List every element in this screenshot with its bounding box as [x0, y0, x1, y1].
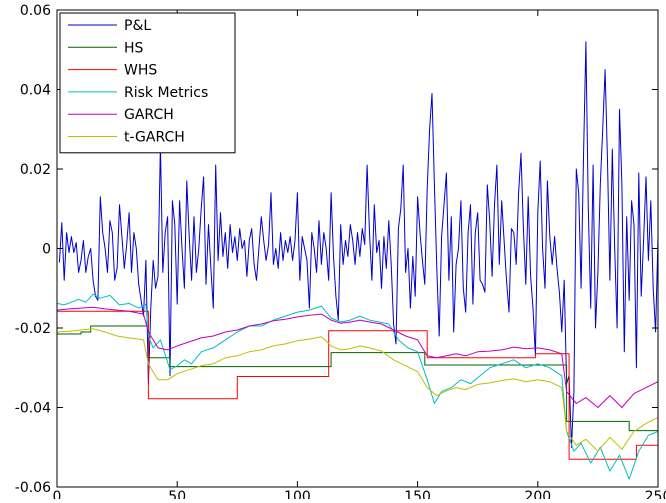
y-tick-label: 0.06: [20, 3, 51, 19]
legend-label: P&L: [124, 18, 151, 34]
series-line-garch: [57, 306, 658, 408]
legend-label: HS: [124, 40, 144, 56]
series-line-p-l: [58, 41, 658, 448]
y-tick-label: -0.04: [15, 401, 51, 417]
x-tick-label: 150: [404, 489, 431, 499]
series-line-hs: [57, 325, 658, 432]
y-tick-label: 0.04: [20, 83, 51, 99]
series-line-t-garch: [57, 328, 658, 452]
axes: 0 50 100 150 200 250 -0.06 -0.04 -0.02 0 0.02 0.04 0…: [15, 3, 666, 503]
legend-label: GARCH: [124, 107, 174, 123]
legend-label: Risk Metrics: [124, 85, 208, 101]
y-tick-label: -0.02: [15, 321, 51, 337]
x-tick-label: 200: [524, 489, 551, 499]
y-tick-label: -0.06: [15, 480, 51, 496]
legend-label: t-GARCH: [124, 130, 185, 146]
legend: P&L HS WHS Risk Metrics GARCH t-GARCH: [59, 12, 236, 154]
x-tick-label: 0: [53, 489, 62, 499]
x-tick-label: 250: [645, 489, 666, 499]
y-tick-label: 0: [42, 242, 51, 258]
y-tick-label: 0.02: [20, 162, 51, 178]
series-line-risk-metrics: [57, 293, 658, 480]
legend-label: WHS: [124, 63, 157, 79]
x-tick-label: 100: [284, 489, 311, 499]
x-tick-label: 50: [168, 489, 186, 499]
legend-box: [59, 12, 236, 154]
series-line-whs: [57, 310, 658, 460]
plot-area: [57, 41, 658, 480]
